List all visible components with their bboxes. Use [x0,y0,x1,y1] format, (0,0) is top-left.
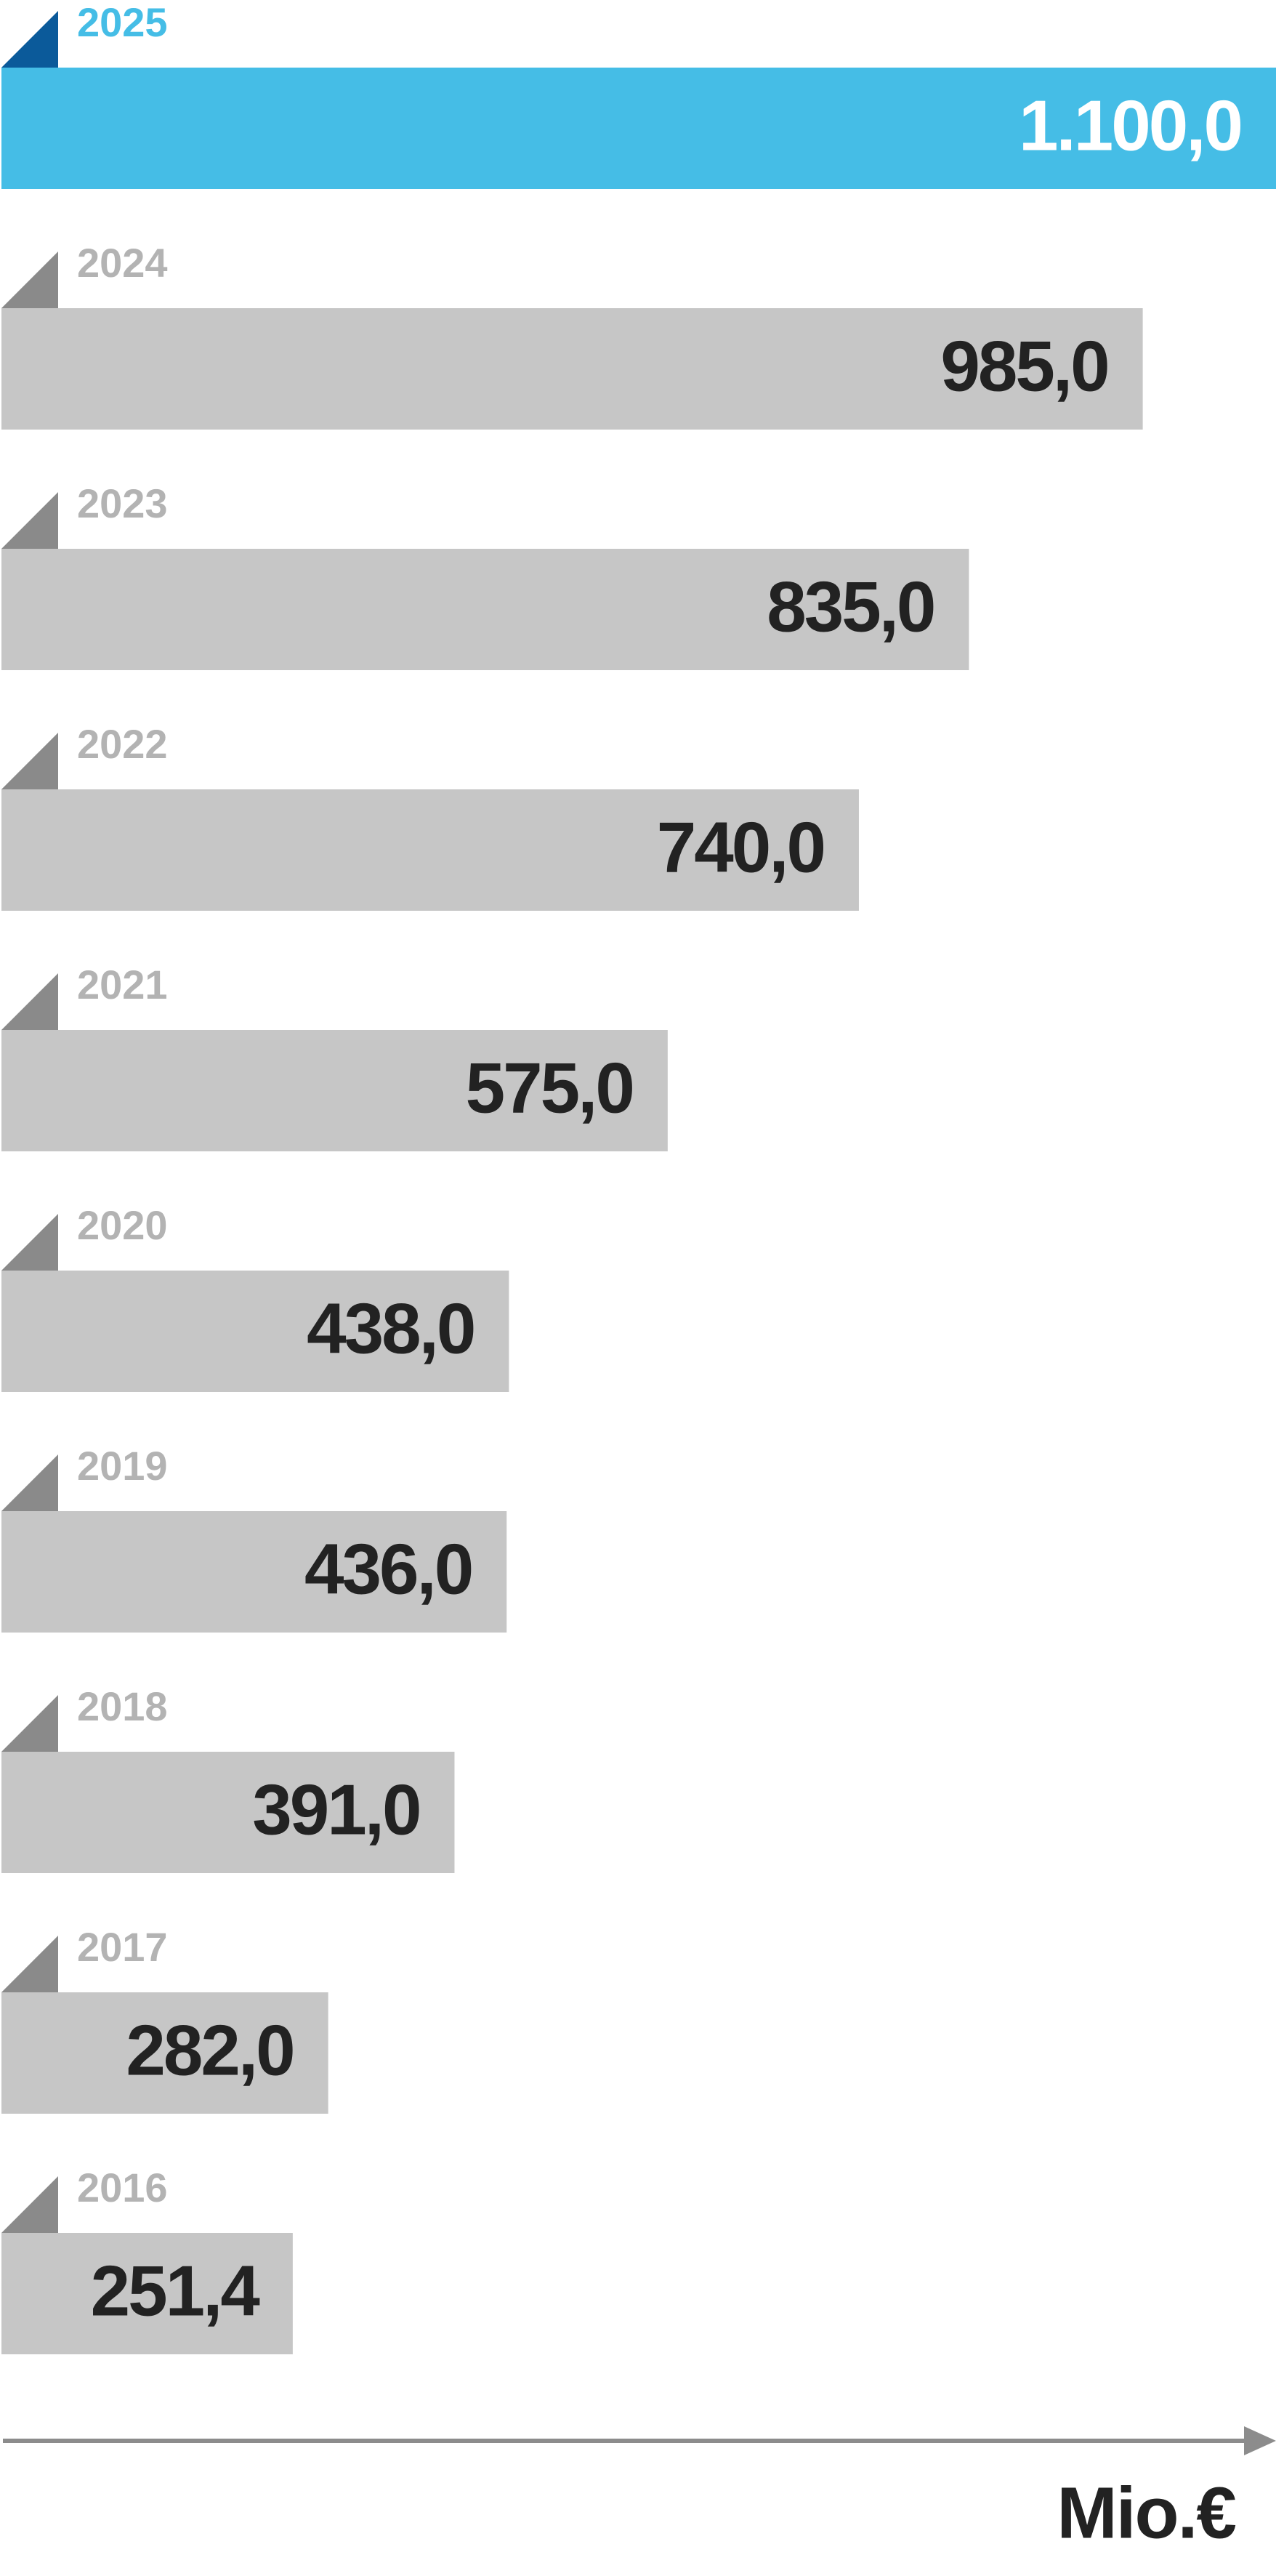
bar [1,2233,293,2354]
bar [1,1511,507,1633]
category-label: 2021 [77,962,168,1007]
value-label: 391,0 [252,1769,419,1849]
corner-tab [1,251,58,308]
corner-tab [1,973,58,1030]
bar [1,1992,328,2114]
corner-tab [1,492,58,549]
category-label: 2025 [77,0,168,45]
value-label: 835,0 [767,566,934,646]
corner-tab [1,1936,58,1992]
category-label: 2016 [77,2165,168,2210]
category-label: 2020 [77,1202,168,1248]
corner-tab [1,1695,58,1752]
value-label: 1.100,0 [1019,85,1241,165]
category-label: 2024 [77,240,168,286]
category-label: 2023 [77,480,168,526]
category-label: 2019 [77,1443,168,1489]
bar [1,308,1143,430]
bar [1,68,1276,189]
bar [1,789,859,911]
value-label: 438,0 [307,1288,474,1368]
bar [1,1752,455,1873]
corner-tab [1,1214,58,1271]
value-label: 282,0 [126,2010,293,2090]
value-label: 575,0 [466,1047,633,1127]
value-label: 740,0 [657,807,824,887]
value-label: 251,4 [91,2250,260,2330]
category-label: 2017 [77,1924,168,1970]
value-label: 985,0 [940,326,1107,406]
corner-tab [1,733,58,789]
bar [1,1030,668,1151]
corner-tab [1,1454,58,1511]
category-label: 2018 [77,1683,168,1729]
corner-tab [1,2176,58,2233]
bar [1,1271,509,1392]
category-label: 2022 [77,721,168,767]
corner-tab [1,11,58,68]
x-axis-arrow [1244,2426,1276,2455]
value-label: 436,0 [304,1529,472,1609]
x-axis-label: Mio.€ [1057,2472,1235,2553]
bar [1,549,969,670]
